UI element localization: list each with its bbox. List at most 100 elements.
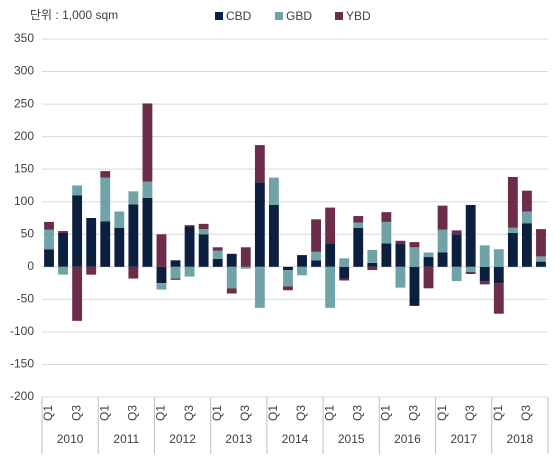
bar <box>381 212 392 222</box>
bar <box>465 204 476 267</box>
bar <box>367 262 378 267</box>
bar <box>297 266 307 276</box>
bar <box>465 266 476 273</box>
bar <box>283 270 293 287</box>
x-tick-label: Q1 <box>41 405 55 421</box>
bar <box>212 247 223 251</box>
bar <box>536 256 546 262</box>
bar <box>451 266 462 282</box>
bar <box>493 283 504 314</box>
bar <box>184 266 195 277</box>
bar <box>100 171 111 178</box>
group-label: 2010 <box>57 432 84 446</box>
group-label: 2013 <box>225 432 252 446</box>
y-tick-label: 350 <box>14 31 34 45</box>
legend-swatch <box>335 12 343 20</box>
bar <box>268 204 279 267</box>
bar <box>86 266 97 275</box>
bar <box>367 266 378 271</box>
y-tick-label: 300 <box>14 64 34 78</box>
bar <box>72 185 83 196</box>
bar <box>507 232 518 267</box>
bar <box>339 266 350 279</box>
bar <box>58 232 69 267</box>
bar <box>339 258 350 267</box>
y-tick-label: 200 <box>14 129 34 143</box>
y-tick-label: -200 <box>10 389 34 403</box>
x-tick-label: Q1 <box>154 405 168 421</box>
y-tick-label: 0 <box>27 259 34 273</box>
x-tick-label: Q3 <box>519 405 533 421</box>
legend-label: CBD <box>226 9 252 23</box>
x-tick-label: Q3 <box>294 405 308 421</box>
x-tick-label: Q3 <box>238 405 252 421</box>
bar <box>437 229 448 253</box>
bar <box>353 227 364 267</box>
group-label: 2011 <box>113 432 139 446</box>
bar <box>170 278 181 280</box>
bar <box>395 266 406 288</box>
x-tick-label: Q1 <box>491 405 505 421</box>
bar <box>353 216 364 223</box>
x-tick-label: Q3 <box>182 405 196 421</box>
bar <box>465 272 476 274</box>
bar <box>381 221 392 244</box>
y-tick-label: -100 <box>10 324 34 338</box>
y-tick-label: 100 <box>14 194 34 208</box>
bar <box>409 242 420 248</box>
bar <box>184 226 195 267</box>
bar <box>212 250 223 260</box>
bar <box>212 259 223 267</box>
bar <box>536 229 546 257</box>
legend-swatch <box>275 12 283 20</box>
bar <box>226 288 237 294</box>
x-tick-label: Q1 <box>435 405 449 421</box>
bar <box>184 225 195 227</box>
x-tick-label: Q1 <box>379 405 393 421</box>
bar <box>325 207 336 244</box>
legend-label: YBD <box>346 9 371 23</box>
bar <box>198 234 209 267</box>
bar <box>493 266 504 284</box>
bar <box>170 260 181 267</box>
bar <box>423 266 434 289</box>
bar <box>437 252 448 267</box>
bar <box>58 266 69 275</box>
bar <box>451 230 462 235</box>
y-tick-label: 50 <box>21 226 35 240</box>
bar <box>507 176 518 228</box>
x-tick-label: Q1 <box>97 405 111 421</box>
bar <box>44 249 54 267</box>
legend-label: GBD <box>286 9 312 23</box>
bar <box>536 261 546 267</box>
group-label: 2015 <box>338 432 365 446</box>
x-tick-label: Q3 <box>407 405 421 421</box>
bar <box>128 204 139 267</box>
x-tick-label: Q3 <box>350 405 364 421</box>
bar <box>142 103 153 182</box>
bar <box>521 223 532 267</box>
bar <box>479 281 490 285</box>
bar <box>479 266 490 282</box>
bar <box>395 240 406 245</box>
bar <box>451 234 462 267</box>
bar <box>353 222 364 228</box>
y-tick-label: -150 <box>10 357 34 371</box>
x-tick-label: Q1 <box>210 405 224 421</box>
bar <box>423 252 434 258</box>
bar <box>423 257 434 267</box>
y-tick-label: 250 <box>14 96 34 110</box>
bar <box>493 249 504 267</box>
legend-swatch <box>215 12 223 20</box>
y-tick-label: -50 <box>17 292 35 306</box>
bar <box>240 266 251 269</box>
group-label: 2014 <box>282 432 309 446</box>
x-tick-label: Q1 <box>266 405 280 421</box>
bar <box>58 231 69 233</box>
bar <box>156 283 167 290</box>
bar <box>297 255 307 267</box>
bar <box>114 211 125 228</box>
bar <box>507 227 518 233</box>
x-tick-label: Q3 <box>126 405 140 421</box>
group-label: 2017 <box>450 432 477 446</box>
